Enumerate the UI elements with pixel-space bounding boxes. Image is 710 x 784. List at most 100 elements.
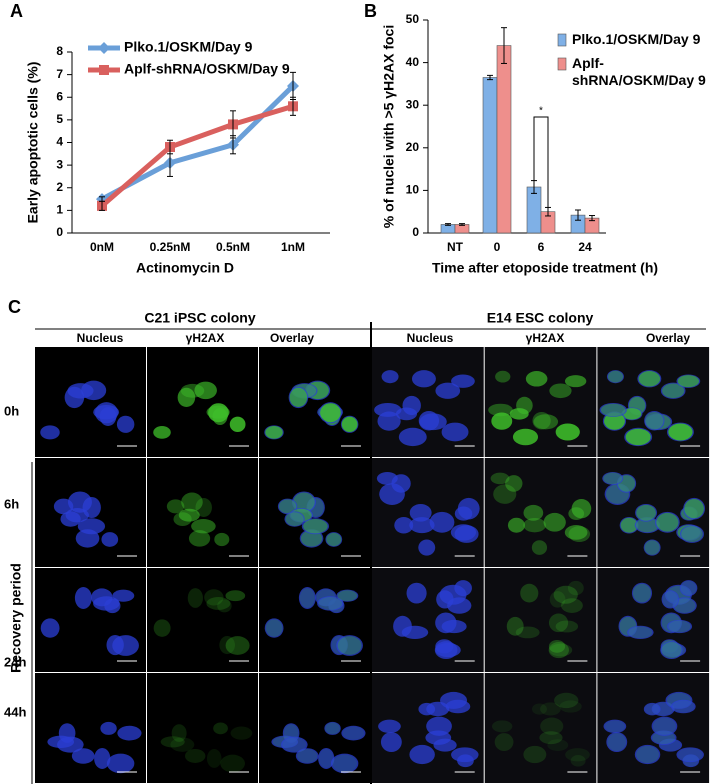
foci [570,755,586,767]
channel-label: γH2AX [526,331,565,345]
foci [672,700,695,713]
foci [677,375,700,388]
nucleus [318,747,335,769]
foci [195,498,212,517]
error-bar [99,200,105,211]
nucleus [409,503,432,522]
foci [571,498,592,519]
foci [512,428,539,446]
nucleus [336,635,363,656]
y-tick-label: 0 [412,225,419,239]
micrograph [35,347,146,457]
foci [326,532,342,547]
legend-marker [98,42,110,54]
foci [320,403,341,423]
nucleus [336,589,359,602]
foci [568,526,591,543]
nucleus [60,511,81,527]
foci [644,540,660,555]
foci [506,616,524,636]
nucleus [325,532,343,547]
foci [620,517,638,533]
foci [604,720,626,733]
foci [153,426,171,439]
micrograph [259,347,370,457]
foci [342,726,365,740]
micrograph [484,673,597,783]
foci [539,731,563,745]
nucleus [112,635,139,656]
error-bar [167,139,173,155]
foci [229,416,246,433]
x-tick-label: 1nM [281,240,305,254]
nucleus [409,744,435,765]
legend-label: Plko.1/OSKM/Day 9 [124,39,253,55]
foci [681,526,703,543]
nucleus [116,415,135,433]
foci [495,370,511,383]
micrograph [372,347,484,457]
foci [509,408,529,420]
nucleus [606,732,628,752]
nucleus [93,596,120,611]
x-tick-label: 0nM [90,240,114,254]
foci [318,597,343,610]
foci [625,428,651,446]
y-tick-label: 2 [56,180,63,194]
micrograph [484,568,597,672]
nucleus [77,518,106,535]
foci [555,620,579,633]
recovery-label: Recovery period [8,563,24,673]
foci [677,748,703,762]
colony-title: C21 iPSC colony [144,310,255,326]
timepoint-label: 24h [4,654,26,669]
nucleus [394,516,414,534]
nucleus [643,539,661,556]
foci [299,588,315,608]
y-tick-label: 1 [56,203,63,217]
foci [337,590,358,602]
foci [559,700,582,713]
x-tick-label: 0.5nM [216,240,250,254]
foci [188,530,211,547]
nucleus [57,736,84,753]
foci [638,371,661,387]
y-tick-label: 10 [406,183,420,197]
nucleus [94,402,118,424]
foci [325,722,340,735]
nucleus [426,716,452,736]
nucleus [679,580,698,597]
nucleus [317,596,344,611]
foci [604,412,625,430]
nucleus [667,619,693,634]
foci [603,472,623,485]
foci [166,499,185,514]
nucleus [112,589,135,602]
foci [547,739,569,751]
foci [565,748,590,762]
legend-label: Plko.1/OSKM/Day 9 [572,31,701,47]
foci [564,525,588,540]
foci [540,702,561,716]
foci [493,484,517,504]
foci [265,619,283,637]
foci [628,626,653,639]
foci [187,588,203,608]
foci [668,423,693,441]
channel-label: Nucleus [407,331,454,345]
y-axis-label: Early apoptotic cells (%) [25,62,41,224]
foci [661,642,682,659]
nucleus [441,619,467,634]
foci [507,517,525,533]
nucleus [661,590,679,609]
nucleus [378,719,401,734]
nucleus [71,748,95,764]
micrograph [147,347,258,457]
foci [607,370,624,383]
nucleus [411,370,436,388]
nucleus [434,641,458,660]
nucleus [627,625,654,639]
foci [285,512,304,526]
nucleus [376,471,398,485]
